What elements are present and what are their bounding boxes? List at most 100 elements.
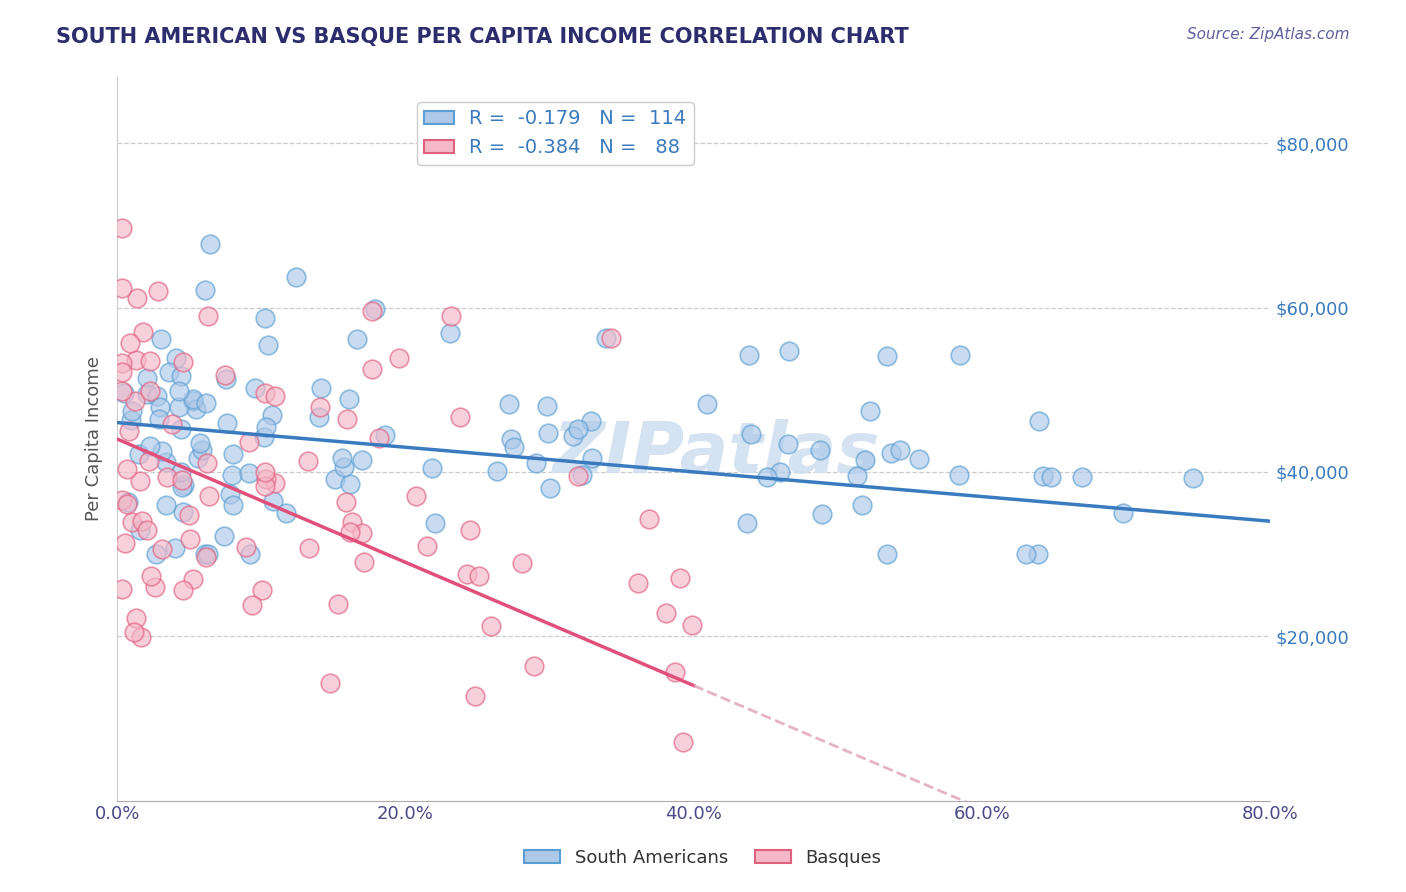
Point xyxy=(681,618,703,632)
Point xyxy=(121,404,143,418)
Point xyxy=(238,467,260,481)
Point xyxy=(197,309,219,323)
Point xyxy=(197,547,219,561)
Point xyxy=(581,450,603,465)
Point xyxy=(503,440,526,454)
Point xyxy=(165,351,187,365)
Point xyxy=(627,576,650,591)
Point xyxy=(567,422,589,436)
Point xyxy=(510,556,533,570)
Point xyxy=(439,326,461,340)
Text: ZIPatlas: ZIPatlas xyxy=(553,419,880,488)
Point xyxy=(160,417,183,431)
Point xyxy=(136,387,159,401)
Point xyxy=(172,355,194,369)
Point xyxy=(364,301,387,316)
Point xyxy=(110,582,132,596)
Point xyxy=(198,236,221,251)
Point xyxy=(150,332,173,346)
Point xyxy=(671,735,693,749)
Point xyxy=(456,566,478,581)
Point xyxy=(238,434,260,449)
Point xyxy=(561,429,583,443)
Text: Source: ZipAtlas.com: Source: ZipAtlas.com xyxy=(1187,27,1350,42)
Point xyxy=(737,348,759,362)
Point xyxy=(212,529,235,543)
Point xyxy=(139,439,162,453)
Point xyxy=(120,413,142,427)
Point xyxy=(117,495,139,509)
Point xyxy=(148,411,170,425)
Point xyxy=(195,456,218,470)
Point xyxy=(149,401,172,415)
Point xyxy=(145,547,167,561)
Point xyxy=(179,532,201,546)
Point xyxy=(811,507,834,521)
Point xyxy=(908,451,931,466)
Point xyxy=(254,472,277,486)
Point xyxy=(851,498,873,512)
Point xyxy=(325,472,347,486)
Point xyxy=(129,523,152,537)
Point xyxy=(111,493,134,508)
Point xyxy=(778,344,800,359)
Point xyxy=(1111,506,1133,520)
Point xyxy=(311,381,333,395)
Point xyxy=(129,630,152,644)
Point xyxy=(361,303,384,318)
Point xyxy=(188,436,211,450)
Point xyxy=(769,465,792,479)
Point xyxy=(150,541,173,556)
Point xyxy=(440,309,463,323)
Point xyxy=(169,422,191,436)
Point xyxy=(388,351,411,366)
Point xyxy=(479,619,502,633)
Point xyxy=(179,508,201,523)
Point xyxy=(880,445,903,459)
Point xyxy=(254,419,277,434)
Point xyxy=(184,401,207,416)
Point xyxy=(253,311,276,326)
Point xyxy=(136,523,159,537)
Point xyxy=(571,468,593,483)
Point xyxy=(221,468,243,483)
Text: SOUTH AMERICAN VS BASQUE PER CAPITA INCOME CORRELATION CHART: SOUTH AMERICAN VS BASQUE PER CAPITA INCO… xyxy=(56,27,910,46)
Point xyxy=(215,372,238,386)
Point xyxy=(308,410,330,425)
Point xyxy=(125,291,148,305)
Point xyxy=(173,478,195,492)
Point xyxy=(416,539,439,553)
Point xyxy=(740,427,762,442)
Point xyxy=(737,516,759,530)
Point xyxy=(538,481,561,495)
Point xyxy=(339,524,361,539)
Y-axis label: Per Capita Income: Per Capita Income xyxy=(86,357,103,522)
Legend: South Americans, Basques: South Americans, Basques xyxy=(517,842,889,874)
Point xyxy=(297,541,319,555)
Point xyxy=(172,480,194,494)
Point xyxy=(139,569,162,583)
Point xyxy=(256,338,278,352)
Point xyxy=(240,598,263,612)
Point xyxy=(263,389,285,403)
Point xyxy=(138,354,160,368)
Point xyxy=(131,514,153,528)
Point xyxy=(361,361,384,376)
Legend: R =  -0.179   N =  114, R =  -0.384   N =   88: R = -0.179 N = 114, R = -0.384 N = 88 xyxy=(416,102,695,165)
Point xyxy=(350,526,373,541)
Point xyxy=(167,401,190,415)
Point xyxy=(1032,468,1054,483)
Point xyxy=(115,497,138,511)
Point xyxy=(239,547,262,561)
Point xyxy=(125,611,148,625)
Point xyxy=(449,410,471,425)
Point xyxy=(335,411,357,425)
Point xyxy=(285,269,308,284)
Point xyxy=(420,460,443,475)
Point xyxy=(155,455,177,469)
Point xyxy=(172,505,194,519)
Point xyxy=(845,469,868,483)
Point xyxy=(138,454,160,468)
Point xyxy=(194,396,217,410)
Point xyxy=(579,414,602,428)
